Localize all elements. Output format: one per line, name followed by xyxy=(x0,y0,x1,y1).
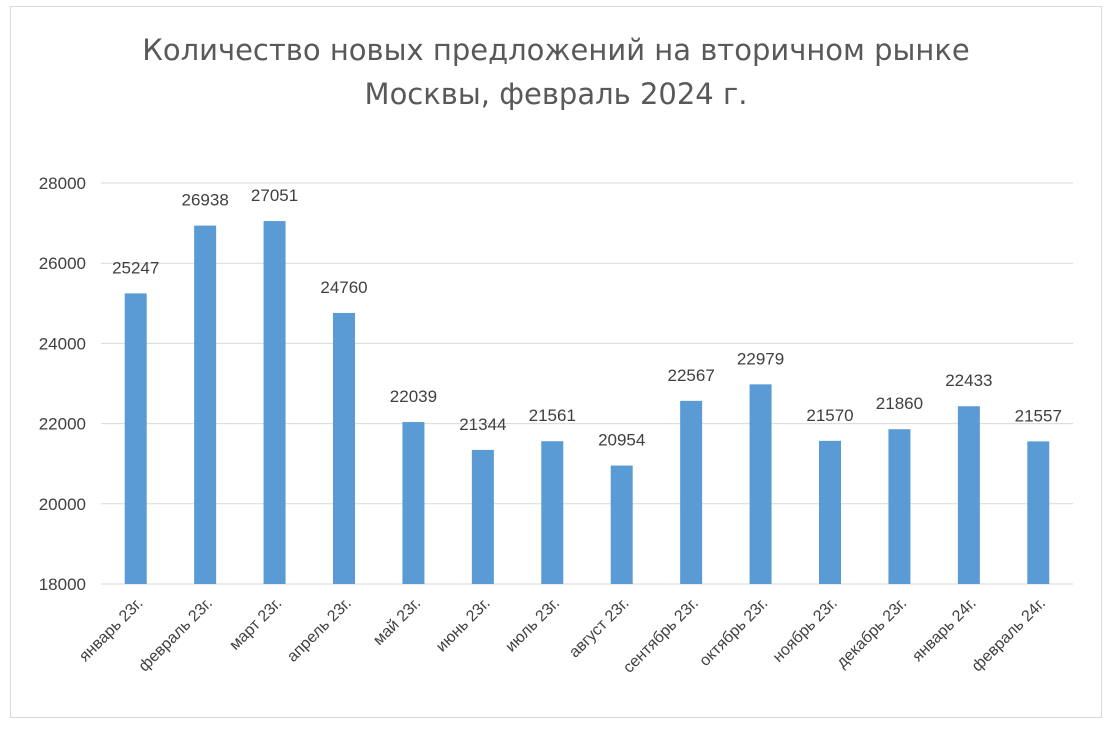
x-tick-label: декабрь 23г. xyxy=(834,595,911,672)
bar xyxy=(541,441,564,584)
x-tick-label: ноябрь 23г. xyxy=(770,595,841,666)
x-tick-label: май 23г. xyxy=(370,595,424,649)
bar xyxy=(471,449,494,584)
chart-frame xyxy=(10,6,1102,718)
data-label: 24760 xyxy=(320,278,367,297)
data-label: 26938 xyxy=(182,191,229,210)
x-tick-label: январь 24г. xyxy=(909,595,979,665)
bar xyxy=(194,225,217,585)
bar xyxy=(1027,441,1050,584)
data-label: 22433 xyxy=(945,371,992,390)
bar xyxy=(749,384,772,584)
x-axis: январь 23г.февраль 23г. март 23г.апрель 2… xyxy=(76,595,1049,677)
data-label: 21344 xyxy=(459,415,506,434)
data-label: 21860 xyxy=(876,394,923,413)
chart-title-line1: Количество новых предложений на вторично… xyxy=(142,33,970,67)
x-tick-label: февраль 24г. xyxy=(969,595,1049,675)
gridlines xyxy=(101,182,1073,585)
bar xyxy=(957,406,980,584)
data-label: 20954 xyxy=(598,431,645,450)
y-tick-label: 28000 xyxy=(39,174,86,193)
x-tick-label: июнь 23г. xyxy=(433,595,494,656)
x-tick-label: апрель 23г. xyxy=(284,595,355,666)
data-label: 27051 xyxy=(251,186,298,205)
data-label: 21570 xyxy=(806,406,853,425)
y-tick-label: 22000 xyxy=(39,415,86,434)
bar xyxy=(333,312,355,584)
y-axis: 18000 20000 22000 24000 26000 28000 xyxy=(39,174,86,594)
y-tick-label: 26000 xyxy=(39,254,86,273)
bar xyxy=(888,429,911,584)
y-tick-label: 18000 xyxy=(39,575,86,594)
x-tick-label: март 23г. xyxy=(226,595,285,654)
x-tick-label: октябрь 23г. xyxy=(696,595,771,670)
bars xyxy=(124,221,1050,585)
data-labels: 25247 26938 27051 24760 22039 21344 21561 20954… xyxy=(112,186,1062,449)
data-label: 22567 xyxy=(668,366,715,385)
y-tick-label: 20000 xyxy=(39,495,86,514)
bar xyxy=(819,440,841,584)
y-tick-label: 24000 xyxy=(39,334,86,353)
x-tick-label: август 23г. xyxy=(566,595,632,661)
x-tick-label: июль 23г. xyxy=(502,595,563,656)
x-tick-label: сентябрь 23г. xyxy=(620,595,702,677)
bar xyxy=(124,293,147,584)
bar xyxy=(680,400,703,584)
data-label: 21557 xyxy=(1015,406,1062,425)
data-label: 25247 xyxy=(112,258,159,277)
bar xyxy=(402,422,425,584)
bar xyxy=(263,221,286,584)
bar xyxy=(610,465,633,584)
data-label: 22039 xyxy=(390,387,437,406)
x-tick-label: февраль 23г. xyxy=(136,595,216,675)
data-label: 22979 xyxy=(737,349,784,368)
chart-title: Количество новых предложений на вторично… xyxy=(0,28,1112,116)
chart-title-line2: Москвы, февраль 2024 г. xyxy=(364,77,748,111)
data-label: 21561 xyxy=(529,406,576,425)
x-tick-label: январь 23г. xyxy=(76,595,146,665)
